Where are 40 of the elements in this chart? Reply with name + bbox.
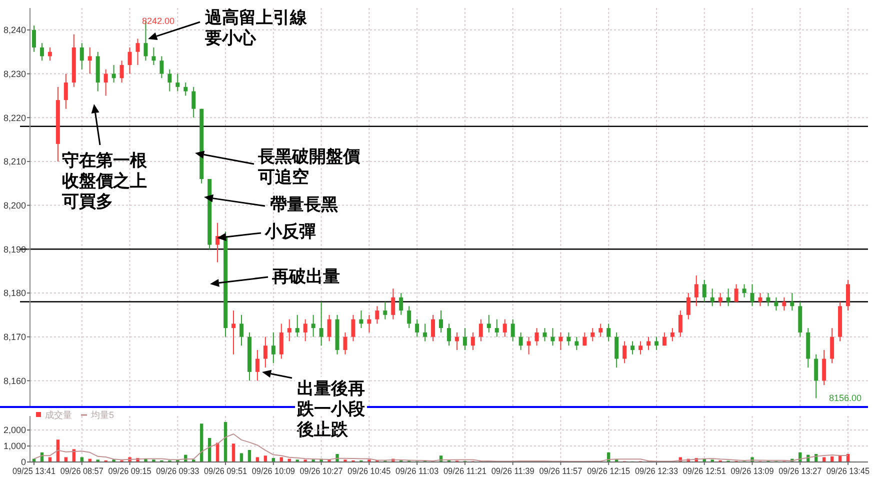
x-tick-label: 09/26 12:51 — [682, 466, 730, 476]
x-tick-label: 09/26 08:57 — [60, 466, 108, 476]
x-tick-label: 09/26 11:39 — [491, 466, 538, 476]
legend-label: 均量5 — [90, 410, 114, 420]
x-tick-label: 09/26 11:57 — [539, 466, 586, 476]
legend-label: 成交量 — [45, 410, 72, 420]
x-tick-label: 09/25 13:41 — [12, 466, 60, 476]
x-tick-label: 09/26 12:33 — [634, 466, 683, 476]
y-tick-label: 0 — [20, 457, 26, 468]
y-tick-label: 8,180 — [3, 288, 26, 298]
x-tick-label: 09/26 11:03 — [396, 466, 442, 476]
y-tick-label: 8,230 — [3, 68, 26, 79]
y-tick-label: 8,220 — [3, 112, 26, 123]
annotation: 再破出量 — [271, 267, 340, 286]
y-tick-label: 8,190 — [3, 244, 26, 254]
x-tick-label: 09/26 10:45 — [348, 466, 396, 476]
y-tick-label: 8,160 — [3, 376, 26, 386]
annotation: 守在第一根收盤價之上可買多 — [61, 151, 148, 211]
y-tick-label: 8,240 — [3, 25, 26, 36]
annotation: 過高留上引線要小心 — [204, 8, 308, 48]
annotation: 8242.00 — [142, 16, 175, 26]
y-tick-label: 8,170 — [3, 332, 26, 342]
y-tick-label: 2,000 — [3, 425, 26, 436]
x-tick-label: 09/26 13:09 — [730, 466, 778, 476]
x-tick-label: 09/26 11:21 — [443, 466, 490, 476]
x-tick-label: 09/26 09:51 — [204, 466, 252, 476]
x-tick-label: 09/26 13:45 — [826, 466, 874, 476]
x-tick-label: 09/26 13:27 — [778, 466, 826, 476]
x-tick-label: 09/26 09:15 — [108, 466, 156, 476]
y-tick-label: 8,200 — [3, 200, 26, 210]
annotation: 小反彈 — [264, 222, 316, 241]
x-tick-label: 09/26 10:27 — [300, 466, 348, 476]
y-tick-label: 1,000 — [3, 441, 26, 452]
y-tick-label: 8,210 — [3, 156, 26, 167]
x-tick-label: 09/26 10:09 — [252, 466, 300, 476]
x-tick-label: 09/26 12:15 — [587, 466, 635, 476]
x-tick-label: 09/26 09:33 — [156, 466, 204, 476]
annotation: 長黑破開盤價可追空 — [257, 147, 361, 186]
annotation: 8156.00 — [829, 393, 862, 403]
annotation: 帶量長黑 — [269, 195, 338, 214]
